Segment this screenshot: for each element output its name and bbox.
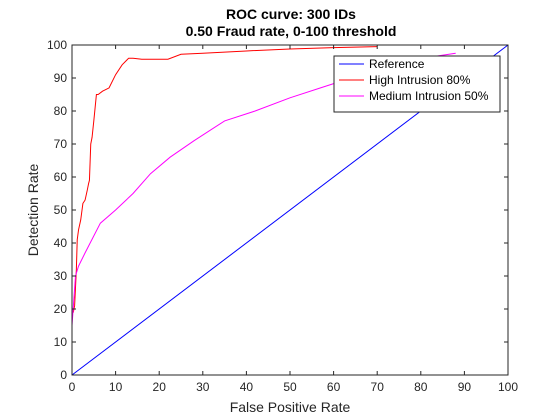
chart-subtitle: 0.50 Fraud rate, 0-100 threshold <box>186 23 397 39</box>
y-tick-label: 10 <box>54 335 68 349</box>
legend-label-1: High Intrusion 80% <box>369 73 471 87</box>
x-tick-label: 60 <box>327 380 341 394</box>
chart-title: ROC curve: 300 IDs <box>226 6 356 22</box>
y-tick-label: 20 <box>54 302 68 316</box>
y-tick-label: 90 <box>54 71 68 85</box>
y-tick-label: 70 <box>54 137 68 151</box>
y-tick-label: 0 <box>60 368 67 382</box>
y-tick-label: 50 <box>54 203 68 217</box>
legend-box <box>333 55 501 113</box>
x-tick-label: 10 <box>109 380 123 394</box>
x-tick-label: 90 <box>458 380 472 394</box>
y-tick-label: 30 <box>54 269 68 283</box>
x-tick-label: 20 <box>153 380 167 394</box>
x-tick-label: 50 <box>283 380 297 394</box>
axis-ticks: 0 10 20 30 40 50 60 70 80 90 100 0 10 20 30 40 50 60 70 80 9… <box>47 38 518 394</box>
y-tick-label: 60 <box>54 170 68 184</box>
y-tick-label: 100 <box>47 38 67 52</box>
series-line-1 <box>72 46 378 313</box>
x-tick-label: 40 <box>240 380 254 394</box>
y-tick-label: 40 <box>54 236 68 250</box>
y-axis-label: Detection Rate <box>25 163 41 256</box>
legend-label-0: Reference <box>369 57 425 71</box>
x-tick-label: 0 <box>69 380 76 394</box>
legend-label-2: Medium Intrusion 50% <box>369 89 489 103</box>
legend: Reference High Intrusion 80% Medium Intrus… <box>333 55 501 113</box>
x-tick-label: 70 <box>371 380 385 394</box>
x-tick-label: 80 <box>414 380 428 394</box>
x-axis-label: False Positive Rate <box>230 399 351 415</box>
x-tick-label: 100 <box>498 380 518 394</box>
x-tick-label: 30 <box>196 380 210 394</box>
y-tick-label: 80 <box>54 104 68 118</box>
